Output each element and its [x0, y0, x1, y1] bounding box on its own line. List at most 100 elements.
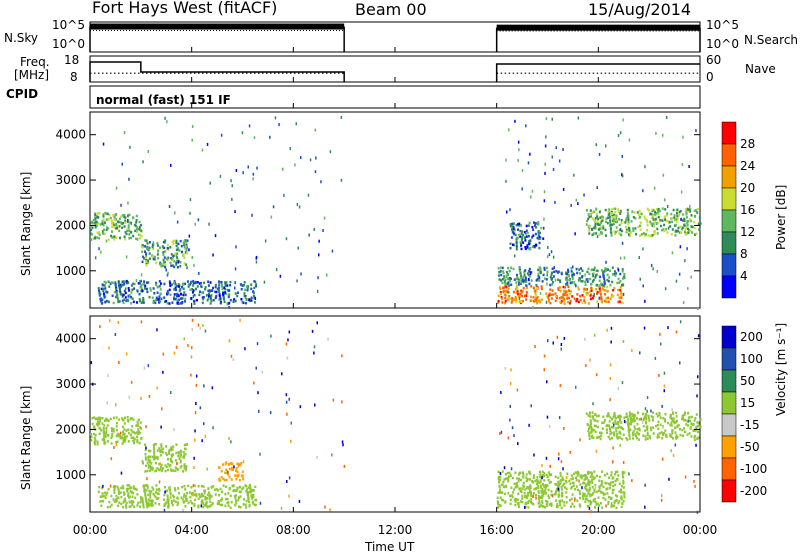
power-cell-4-5 — [517, 277, 520, 280]
velocity-cell-3-436 — [546, 484, 549, 487]
power-cell-2-8 — [240, 298, 243, 301]
power-cell-2-345 — [245, 285, 248, 289]
power-cell-5-86 — [533, 244, 536, 248]
power-cell-2-43 — [218, 290, 221, 294]
power-cell-1-98 — [171, 258, 174, 262]
velocity-cell-4-188 — [609, 432, 612, 436]
velocity-cell-3-461 — [590, 472, 593, 476]
power-cell-6-175 — [637, 213, 640, 216]
power-cell-4-159 — [543, 266, 546, 270]
power-scatter-48 — [127, 201, 129, 205]
velocity-cell-4-154 — [588, 412, 591, 415]
power-scatter-160 — [186, 266, 188, 270]
power-cell-0-58 — [130, 236, 132, 240]
power-cell-3-119 — [497, 300, 500, 303]
velocity-cell-3-468 — [594, 506, 596, 509]
velocity-cell-4-65 — [644, 429, 647, 432]
velocity-cell-4-48 — [585, 412, 588, 415]
power-cell-2-84 — [250, 283, 253, 286]
power-cell-0-79 — [101, 222, 104, 225]
power-cell-3-54 — [535, 295, 537, 298]
power-cell-0-53 — [136, 226, 139, 229]
power-scatter-125 — [655, 131, 657, 135]
velocity-cell-4-338 — [690, 422, 693, 425]
power-cell-2-225 — [252, 291, 255, 294]
velocity-cell-3-146 — [556, 505, 559, 508]
power-cell-0-130 — [113, 235, 116, 238]
power-scatter-93 — [639, 277, 641, 281]
velocity-cell-2-193 — [226, 501, 229, 505]
power-scatter-41 — [619, 228, 622, 231]
power-cell-0-120 — [92, 218, 95, 222]
power-cell-4-28 — [507, 266, 509, 270]
velocity-cell-2-309 — [254, 485, 257, 488]
velocity-cell-2-322 — [145, 489, 148, 492]
power-scatter-219 — [531, 189, 534, 193]
velocity-cell-3-82 — [537, 486, 540, 489]
velocity-cell-4-80 — [636, 428, 639, 431]
velocity-cell-1-133 — [145, 464, 147, 468]
velocity-cell-2-302 — [117, 488, 120, 491]
velocity-scatter-123 — [509, 418, 511, 422]
velocity-cell-2-367 — [187, 484, 190, 488]
power-cell-5-98 — [526, 231, 529, 235]
velocity-scatter-94 — [212, 426, 214, 430]
power-cell-5-39 — [510, 236, 513, 239]
power-cell-5-4 — [509, 223, 512, 226]
power-cell-4-95 — [566, 281, 569, 285]
power-cell-6-76 — [602, 225, 605, 228]
velocity-cell-2-224 — [169, 488, 171, 492]
velocity-cell-3-443 — [516, 485, 519, 488]
power-cell-2-195 — [182, 293, 185, 297]
velocity-cell-4-196 — [675, 437, 678, 440]
power-scatter-147 — [665, 116, 668, 119]
velocity-cell-5-26 — [224, 471, 227, 475]
power-cell-0-113 — [140, 234, 143, 238]
power-cell-5-32 — [524, 232, 527, 235]
velocity-cell-2-81 — [137, 501, 140, 505]
velocity-cell-3-446 — [588, 471, 591, 474]
velocity-cell-4-59 — [636, 431, 639, 434]
power-cell-4-129 — [551, 281, 554, 284]
velocity-cell-3-483 — [594, 500, 597, 504]
power-cell-2-170 — [104, 281, 107, 284]
power-cell-5-0 — [513, 228, 516, 232]
velocity-cell-1-121 — [170, 469, 173, 472]
power-cell-5-77 — [539, 231, 541, 235]
power-cell-1-11 — [148, 257, 151, 260]
velocity-cell-4-70 — [616, 437, 619, 440]
velocity-cell-3-511 — [593, 476, 596, 479]
power-cell-5-26 — [532, 228, 535, 232]
velocity-cell-1-91 — [167, 468, 169, 472]
power-cell-3-23 — [510, 301, 513, 304]
velocity-cell-3-208 — [522, 481, 525, 485]
power-cell-2-63 — [132, 282, 135, 286]
velocity-cell-0-54 — [106, 424, 109, 427]
velocity-cell-2-231 — [150, 490, 153, 493]
power-cell-2-318 — [142, 299, 144, 303]
power-scatter-200 — [191, 125, 194, 128]
power-scatter-55 — [596, 186, 598, 190]
velocity-cell-3-386 — [616, 495, 619, 498]
power-cell-6-56 — [662, 228, 665, 231]
velocity-scatter-156 — [109, 319, 111, 323]
power-cell-1-87 — [163, 246, 166, 250]
freq-tick-bottom: 8 — [70, 70, 78, 84]
power-cell-6-322 — [620, 219, 623, 222]
nave-tick-bottom: 0 — [706, 70, 714, 84]
power-cell-3-241 — [592, 294, 595, 298]
power-cell-3-38 — [596, 292, 598, 295]
power-cell-6-281 — [627, 226, 630, 230]
velocity-cell-4-20 — [652, 416, 655, 419]
power-scatter-217 — [675, 279, 678, 283]
velocity-cell-2-264 — [166, 494, 169, 497]
velocity-cell-1-73 — [165, 452, 168, 455]
power-cell-2-234 — [123, 282, 126, 285]
power-cell-0-30 — [90, 221, 93, 225]
velocity-cell-4-321 — [659, 423, 662, 426]
velocity-cell-2-294 — [202, 494, 205, 498]
velocity-cell-1-8 — [144, 456, 147, 459]
power-cell-2-184 — [202, 297, 205, 301]
power-cell-6-105 — [609, 218, 612, 222]
velocity-cell-2-163 — [149, 491, 152, 495]
